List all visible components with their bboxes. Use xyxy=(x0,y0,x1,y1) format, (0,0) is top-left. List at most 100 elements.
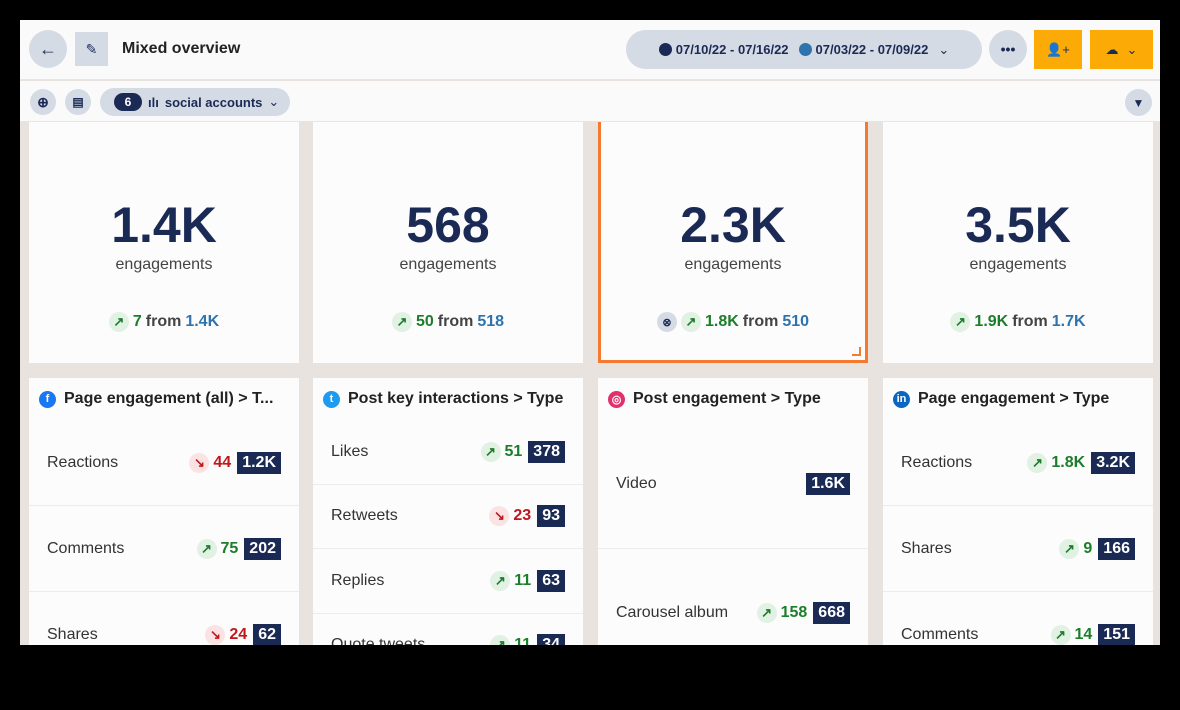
change-value: 1.8K xyxy=(1051,453,1086,471)
comment-button[interactable]: ▤ xyxy=(65,89,91,115)
list-item: Likes ↗ 51 378 xyxy=(313,420,583,485)
kpi-change: 7 xyxy=(132,313,142,330)
arrow-up-right-icon: ↗ xyxy=(1050,624,1071,645)
header: ← ✎ Mixed overview 07/10/22 - 07/16/22 0… xyxy=(20,20,1160,80)
list-item: Comments ↗ 75 202 xyxy=(29,506,299,592)
kpi-value: 1.4K xyxy=(111,197,217,253)
list-item: Reactions ↘ 44 1.2K xyxy=(29,420,299,506)
twitter-icon: t xyxy=(323,390,340,408)
metric-name: Carousel album xyxy=(616,604,729,621)
kpi-card[interactable]: 568 engagements ↗ 50 from 518 xyxy=(313,122,583,363)
metric-name: Reactions xyxy=(901,453,973,471)
kpi-comparison: ↗ 50 from 518 xyxy=(313,312,583,332)
kpi-card[interactable]: 3.5K engagements ↗ 1.9K from 1.7K xyxy=(883,122,1153,363)
change-value: 11 xyxy=(514,571,532,589)
kpi-comparison: ↗ 1.9K from 1.7K xyxy=(883,312,1153,332)
add-user-icon: 👤+ xyxy=(1046,41,1070,57)
add-button[interactable]: ⊕ xyxy=(30,89,56,115)
metric-name: Comments xyxy=(901,625,979,643)
kpi-comparison: ⊗ ↗ 1.8K from 510 xyxy=(601,312,865,332)
list-item: Carousel album ↗ 158 668 xyxy=(598,549,868,645)
widget-card: in Page engagement > Type Reactions ↗ 1.8K 3.… xyxy=(883,378,1153,645)
linkedin-icon: in xyxy=(893,390,910,408)
previous-period-dot xyxy=(798,43,812,56)
arrow-down-right-icon: ↘ xyxy=(489,506,510,527)
widget-card: t Post key interactions > Type Likes ↗ 51 378… xyxy=(313,378,583,645)
previous-period: 07/03/22 - 07/09/22 xyxy=(815,42,929,57)
social-accounts-selector[interactable]: 6 ılı social accounts ⌄ xyxy=(100,88,290,116)
metric-value: 63 xyxy=(537,569,565,592)
kpi-previous: 518 xyxy=(477,313,505,330)
metric-name: Reactions xyxy=(47,453,119,471)
metric-name: Retweets xyxy=(331,507,398,525)
facebook-icon: f xyxy=(39,390,56,408)
kpi-from-label: from xyxy=(437,313,474,330)
widget-title: Page engagement > Type xyxy=(918,390,1110,407)
kpi-value: 568 xyxy=(406,197,490,253)
change-value: 158 xyxy=(780,604,808,621)
date-range-selector[interactable]: 07/10/22 - 07/16/22 07/03/22 - 07/09/22 … xyxy=(626,30,982,69)
change-value: 14 xyxy=(1074,625,1093,643)
metric-change: ↗ 9 xyxy=(1059,538,1092,559)
accounts-count: 6 xyxy=(114,93,142,111)
metric-value: 1.2K xyxy=(237,451,281,474)
metric-change: ↘ 23 xyxy=(489,506,532,527)
metric-change: ↗ 11 xyxy=(490,570,532,591)
kpi-card[interactable]: 2.3K engagements ⊗ ↗ 1.8K from 510 xyxy=(598,122,868,363)
page-title: Mixed overview xyxy=(122,40,241,57)
more-options-button[interactable]: ••• xyxy=(989,30,1027,68)
metric-name: Shares xyxy=(47,625,98,643)
change-value: 24 xyxy=(229,625,248,643)
arrow-up-right-icon: ↗ xyxy=(680,312,701,332)
widget-header: f Page engagement (all) > T... xyxy=(29,378,299,420)
metric-name: Comments xyxy=(47,539,125,557)
change-value: 11 xyxy=(514,636,532,645)
chevron-down-icon: ⌄ xyxy=(1126,41,1138,57)
metric-value: 93 xyxy=(537,505,565,528)
accounts-label: social accounts xyxy=(164,94,263,110)
widget-title: Page engagement (all) > T... xyxy=(64,390,274,407)
metric-change: ↘ 24 xyxy=(205,624,248,645)
chevron-down-icon: ⌄ xyxy=(938,41,950,57)
export-button[interactable]: ☁ ⌄ xyxy=(1090,30,1153,69)
list-item: Reactions ↗ 1.8K 3.2K xyxy=(883,420,1153,506)
metric-value: 378 xyxy=(528,440,565,463)
kpi-change: 1.8K xyxy=(704,313,739,330)
edit-button[interactable]: ✎ xyxy=(75,32,108,66)
resize-handle[interactable] xyxy=(852,347,861,356)
change-value: 51 xyxy=(504,442,523,460)
metric-change: ↗ 158 xyxy=(756,603,808,623)
arrow-up-right-icon: ↗ xyxy=(490,570,511,591)
arrow-up-right-icon: ↗ xyxy=(756,603,777,623)
kpi-from-label: from xyxy=(145,313,182,330)
arrow-left-icon: ← xyxy=(39,38,57,59)
filter-icon: ▼ xyxy=(1132,95,1145,110)
arrow-up-right-icon: ↗ xyxy=(1027,452,1048,473)
arrow-up-right-icon: ↗ xyxy=(196,538,217,559)
metric-name: Video xyxy=(616,475,657,492)
change-value: 23 xyxy=(513,507,532,525)
metric-change: ↗ 1.8K xyxy=(1027,452,1086,473)
kpi-change: 50 xyxy=(415,313,434,330)
filter-button[interactable]: ▼ xyxy=(1125,89,1152,116)
percent-icon: ⊗ xyxy=(656,312,677,332)
arrow-up-right-icon: ↗ xyxy=(108,312,129,332)
share-user-button[interactable]: 👤+ xyxy=(1034,30,1082,69)
metric-change: ↗ 14 xyxy=(1050,624,1093,645)
metric-change: ↗ 75 xyxy=(196,538,238,559)
app: ← ✎ Mixed overview 07/10/22 - 07/16/22 0… xyxy=(20,20,1160,645)
kpi-card[interactable]: 1.4K engagements ↗ 7 from 1.4K xyxy=(29,122,299,363)
metric-value: 34 xyxy=(537,634,565,645)
list-item: Retweets ↘ 23 93 xyxy=(313,485,583,549)
list-item: Comments ↗ 14 151 xyxy=(883,592,1153,645)
bar-chart-icon: ılı xyxy=(148,94,159,110)
widget-header: ◎ Post engagement > Type xyxy=(598,378,868,420)
kpi-previous: 1.4K xyxy=(185,313,220,330)
kpi-value: 3.5K xyxy=(965,197,1071,253)
chevron-down-icon: ⌄ xyxy=(268,94,280,109)
widget-title: Post engagement > Type xyxy=(633,390,821,407)
kpi-previous: 510 xyxy=(782,313,810,330)
metric-name: Shares xyxy=(901,539,952,557)
back-button[interactable]: ← xyxy=(29,30,67,68)
kpi-value: 2.3K xyxy=(680,197,786,253)
